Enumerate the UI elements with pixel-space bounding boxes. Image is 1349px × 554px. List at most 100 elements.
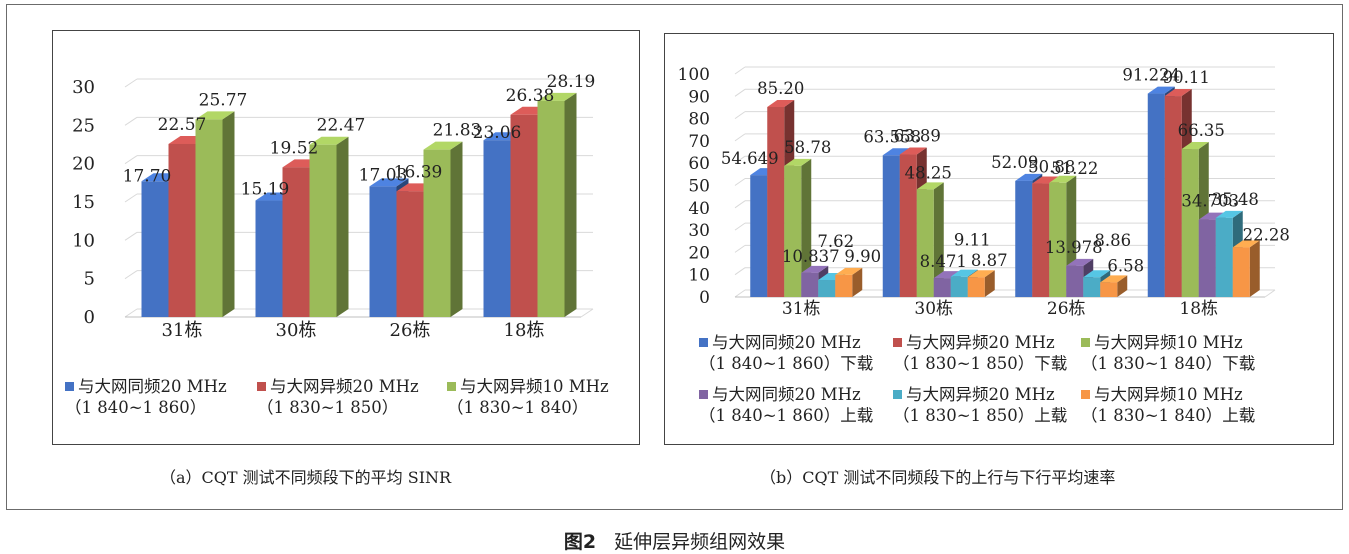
bar-s2-c1	[309, 144, 337, 317]
x-tick-label-0: 31栋	[782, 299, 821, 319]
legend-a-swatch-2	[257, 382, 266, 391]
grid-depth-5	[734, 178, 746, 186]
bar-top-s3-c0	[801, 265, 829, 273]
legend-b-swatch-6	[1081, 390, 1090, 399]
y-tick-label-8: 80	[688, 110, 710, 130]
bar-top-s3-c1	[933, 271, 961, 279]
bar-s5-c2	[1100, 282, 1118, 297]
legend-b-item-3: 与大网异频10 MHz （1 830~1 840）下载	[1081, 332, 1255, 374]
bar-side-s5-c0	[852, 267, 863, 297]
y-tick-label-3: 30	[688, 221, 710, 241]
legend-b-swatch-1	[699, 338, 708, 347]
bar-top-s2-c0	[195, 111, 235, 120]
legend-b-item-4: 与大网同频20 MHz （1 840~1 860）上载	[699, 384, 873, 426]
legend-a-label-3: 与大网异频10 MHz	[460, 377, 609, 396]
legend-a-label-1: 与大网同频20 MHz	[78, 377, 227, 396]
data-label-s1-c3: 90.11	[1163, 68, 1210, 87]
legend-b-range-2: （1 830~1 850）下载	[893, 354, 1068, 373]
legend-b-swatch-4	[699, 390, 708, 399]
bar-s1-c1	[899, 154, 917, 297]
bar-s2-c0	[195, 119, 223, 318]
bar-s1-c0	[168, 143, 196, 317]
legend-b-swatch-2	[893, 338, 902, 347]
legend-b-item-5: 与大网异频20 MHz （1 830~1 850）上载	[893, 384, 1067, 426]
bar-s0-c0	[141, 181, 169, 317]
bar-top-s4-c2	[1083, 270, 1111, 278]
bar-s2-c2	[1049, 182, 1067, 297]
bar-top-s4-c3	[1215, 210, 1243, 218]
legend-b-item-2: 与大网异频20 MHz （1 830~1 850）下载	[893, 332, 1067, 374]
legend-b-range-4: （1 840~1 860）上载	[699, 406, 874, 425]
bar-s0-c3	[483, 140, 511, 317]
bar-s3-c3	[1198, 219, 1216, 297]
legend-b-range-3: （1 830~1 840）下载	[1081, 354, 1256, 373]
bar-s2-c0	[784, 165, 802, 297]
bar-top-s3-c2	[1066, 258, 1094, 266]
bar-s1-c2	[1032, 183, 1050, 297]
y-tick-label-1: 10	[688, 266, 710, 286]
legend-a-item-3: 与大网异频10 MHz （1 830~1 840）	[447, 376, 609, 418]
bar-s5-c3	[1232, 247, 1250, 297]
x-tick-label-1: 30栋	[914, 299, 953, 319]
bar-s3-c0	[801, 272, 819, 297]
bar-s5-c0	[835, 274, 853, 297]
data-label-s2-c0: 58.78	[784, 138, 831, 157]
bar-top-s5-c2	[1100, 275, 1128, 283]
bar-top-s1-c1	[899, 147, 927, 155]
bar-s4-c1	[950, 276, 968, 297]
legend-b-item-6: 与大网异频10 MHz （1 830~1 840）上载	[1081, 384, 1255, 426]
chart-b-caption: （b）CQT 测试不同频段下的上行与下行平均速率	[760, 468, 1116, 487]
data-label-s2-c3: 28.19	[547, 72, 596, 92]
y-tick-label-1: 5	[84, 269, 95, 290]
bar-side-s5-c2	[1117, 275, 1128, 297]
bar-s1-c3	[1164, 96, 1182, 297]
grid-depth-10	[734, 66, 746, 75]
data-label-s2-c1: 48.25	[905, 163, 952, 182]
grid-depth-7	[734, 133, 746, 142]
data-label-s0-c1: 63.558	[863, 127, 921, 146]
bar-side-s2-c2	[450, 141, 463, 317]
legend-a-item-2: 与大网异频20 MHz （1 830~1 850）	[257, 376, 419, 418]
bar-top-s0-c2	[1015, 173, 1043, 181]
bar-top-s1-c0	[767, 100, 795, 108]
figure-number: 图2	[563, 531, 597, 553]
y-tick-label-10: 100	[678, 65, 710, 85]
data-label-s0-c0: 17.70	[123, 166, 172, 186]
bar-s1-c0	[767, 107, 785, 297]
data-label-s0-c3: 23.06	[473, 123, 522, 143]
bar-side-s5-c1	[984, 270, 995, 297]
y-tick-label-9: 90	[688, 87, 710, 107]
bar-side-s2-c1	[933, 182, 944, 297]
x-tick-label-0: 31栋	[162, 320, 203, 341]
bar-top-s4-c1	[950, 269, 978, 277]
data-label-s0-c0: 54.649	[721, 149, 779, 168]
data-label-s1-c1: 19.52	[270, 138, 319, 158]
data-label-s2-c1: 22.47	[317, 116, 366, 136]
grid-depth-1	[124, 270, 138, 280]
y-tick-label-7: 70	[688, 132, 710, 152]
data-label-s5-c1: 8.87	[971, 251, 1008, 270]
bar-top-s3-c3	[1198, 212, 1226, 220]
y-tick-label-4: 40	[688, 199, 710, 219]
bar-top-s0-c2	[369, 178, 409, 187]
grid-depth-3	[124, 193, 138, 203]
data-label-s2-c3: 66.35	[1178, 121, 1225, 140]
data-label-s2-c2: 21.83	[433, 121, 482, 141]
x-tick-label-2: 26栋	[1047, 299, 1086, 319]
bar-s0-c1	[255, 200, 283, 317]
data-label-s0-c2: 17.03	[359, 165, 408, 185]
legend-b-label-3: 与大网异频10 MHz	[1094, 333, 1243, 352]
legend-b-item-1: 与大网同频20 MHz （1 840~1 860）下载	[699, 332, 873, 374]
bar-top-s0-c1	[882, 148, 910, 156]
data-label-s4-c3: 35.48	[1212, 190, 1259, 209]
bar-top-s5-c1	[967, 270, 995, 278]
bar-top-s2-c2	[423, 141, 463, 150]
grid-depth-4	[734, 200, 746, 209]
bar-side-s5-c3	[1249, 240, 1260, 297]
bar-side-s2-c3	[564, 92, 577, 317]
floor-right-edge	[1264, 289, 1276, 298]
legend-a-item-1: 与大网同频20 MHz （1 840~1 860）	[65, 376, 227, 418]
data-label-s0-c3: 91.224	[1122, 66, 1180, 85]
grid-depth-6	[734, 155, 746, 164]
data-label-s5-c0: 9.90	[844, 247, 881, 266]
